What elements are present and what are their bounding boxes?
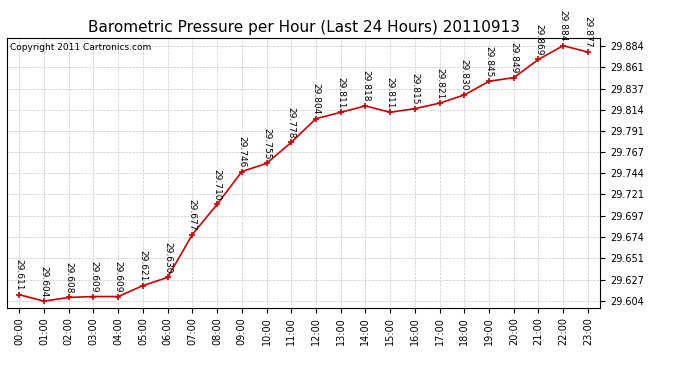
Text: 29.611: 29.611 xyxy=(14,259,23,291)
Text: 29.845: 29.845 xyxy=(484,46,493,77)
Text: 29.877: 29.877 xyxy=(584,16,593,48)
Text: 29.755: 29.755 xyxy=(262,128,271,159)
Text: 29.609: 29.609 xyxy=(114,261,123,292)
Text: 29.677: 29.677 xyxy=(188,199,197,230)
Text: 29.608: 29.608 xyxy=(64,262,73,293)
Text: 29.630: 29.630 xyxy=(163,242,172,273)
Text: 29.869: 29.869 xyxy=(534,24,543,55)
Text: 29.821: 29.821 xyxy=(435,68,444,99)
Text: 29.811: 29.811 xyxy=(386,76,395,108)
Title: Barometric Pressure per Hour (Last 24 Hours) 20110913: Barometric Pressure per Hour (Last 24 Ho… xyxy=(88,20,520,35)
Text: 29.830: 29.830 xyxy=(460,59,469,91)
Text: 29.778: 29.778 xyxy=(287,107,296,138)
Text: 29.609: 29.609 xyxy=(89,261,98,292)
Text: 29.849: 29.849 xyxy=(509,42,518,74)
Text: Copyright 2011 Cartronics.com: Copyright 2011 Cartronics.com xyxy=(10,43,151,52)
Text: 29.710: 29.710 xyxy=(213,169,221,200)
Text: 29.884: 29.884 xyxy=(559,10,568,42)
Text: 29.811: 29.811 xyxy=(336,76,345,108)
Text: 29.818: 29.818 xyxy=(361,70,370,102)
Text: 29.621: 29.621 xyxy=(139,250,148,282)
Text: 29.746: 29.746 xyxy=(237,136,246,167)
Text: 29.815: 29.815 xyxy=(411,73,420,105)
Text: 29.604: 29.604 xyxy=(39,266,48,297)
Text: 29.804: 29.804 xyxy=(311,83,320,114)
